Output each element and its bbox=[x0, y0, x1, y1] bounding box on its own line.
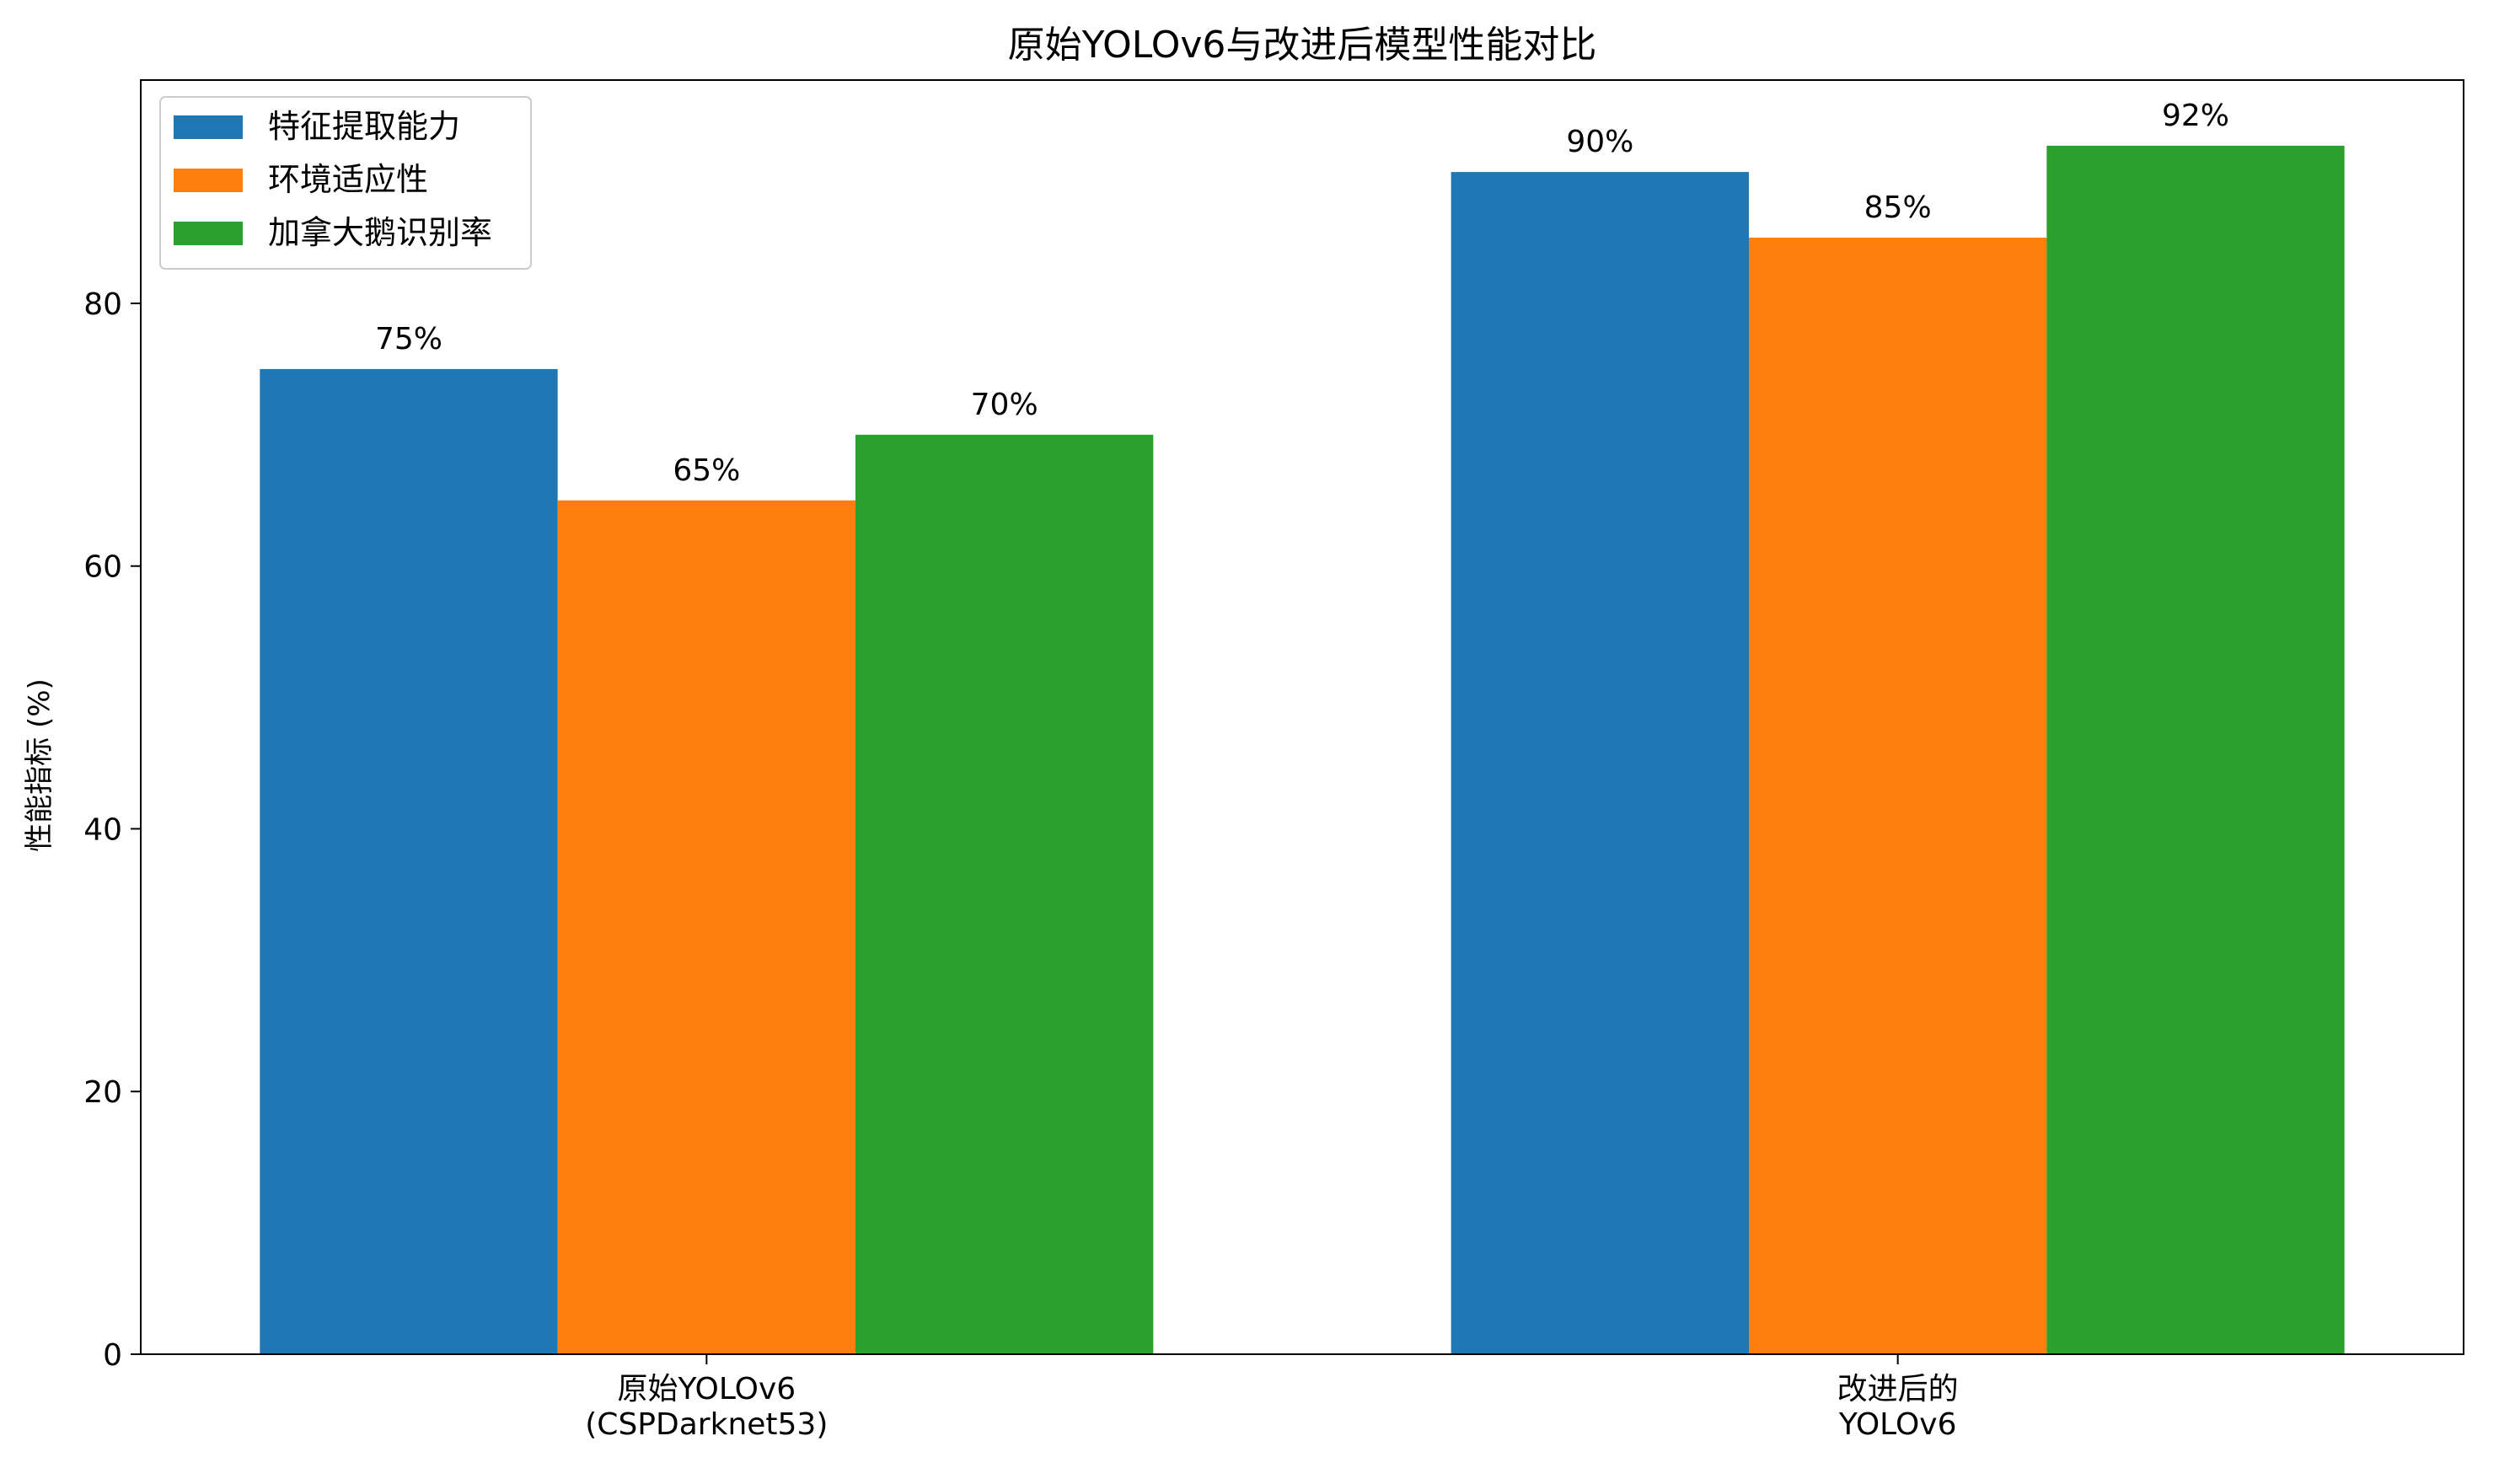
legend-swatch-0 bbox=[174, 115, 243, 139]
y-tick-label-4: 80 bbox=[83, 287, 122, 322]
legend-swatch-1 bbox=[174, 169, 243, 192]
plot-frame bbox=[140, 79, 2464, 1355]
bars-layer bbox=[260, 145, 2345, 1355]
bar-0-0 bbox=[260, 368, 558, 1354]
bar-0-1 bbox=[1451, 172, 1749, 1354]
y-tick-label-2: 40 bbox=[83, 812, 122, 847]
x-tick-label-1-1: YOLOv6 bbox=[1838, 1407, 1957, 1442]
legend-frame bbox=[159, 96, 532, 270]
y-tick-label-3: 60 bbox=[83, 550, 122, 585]
bar-value-label-1-1: 85% bbox=[1864, 190, 1932, 225]
bar-labels-layer: 75% 90% 65% 85% 70% 92% bbox=[375, 99, 2229, 488]
legend-swatch-2 bbox=[174, 222, 243, 245]
bar-value-label-2-1: 92% bbox=[2162, 99, 2229, 133]
legend-label-0: 特征提取能力 bbox=[268, 108, 460, 145]
bar-value-label-1-0: 65% bbox=[673, 453, 740, 488]
x-tick-label-1-0: 改进后的 bbox=[1837, 1372, 1959, 1406]
x-tick-label-0-1: (CSPDarknet53) bbox=[585, 1407, 828, 1442]
y-axis-label: 性能指标 (%) bbox=[23, 678, 56, 852]
legend-label-2: 加拿大鹅识别率 bbox=[268, 214, 492, 251]
bar-2-0 bbox=[855, 434, 1154, 1354]
bar-value-label-0-0: 75% bbox=[375, 322, 442, 356]
legend-label-1: 环境适应性 bbox=[268, 161, 428, 198]
x-tick-label-0-0: 原始YOLOv6 bbox=[617, 1372, 796, 1406]
bar-value-label-0-1: 90% bbox=[1566, 125, 1633, 159]
bar-value-label-2-0: 70% bbox=[971, 388, 1038, 422]
y-axis: 0 20 40 60 80 bbox=[83, 287, 141, 1373]
bar-2-1 bbox=[2046, 145, 2345, 1355]
y-tick-label-1: 20 bbox=[83, 1075, 122, 1110]
y-tick-label-0: 0 bbox=[103, 1338, 122, 1373]
bar-1-1 bbox=[1749, 238, 2047, 1355]
chart-title: 原始YOLOv6与改进后模型性能对比 bbox=[1008, 24, 1597, 67]
bar-1-0 bbox=[557, 500, 855, 1354]
